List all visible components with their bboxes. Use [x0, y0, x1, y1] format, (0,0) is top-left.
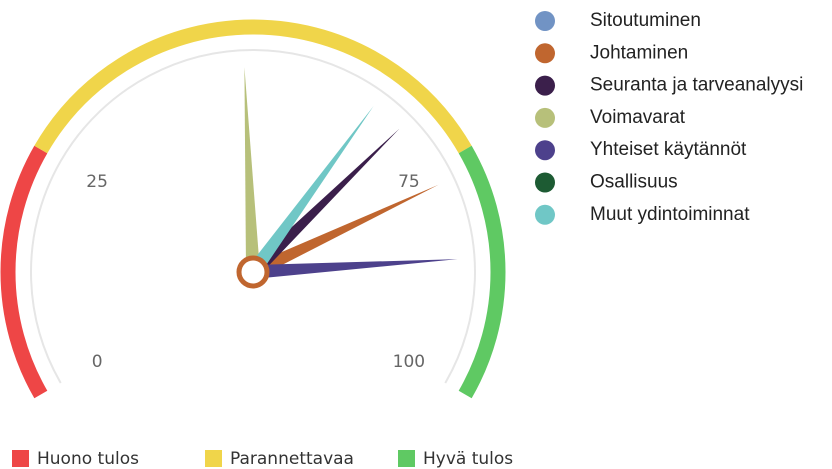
plot-band	[458, 145, 506, 399]
pivot	[236, 255, 270, 289]
legend-label: Seuranta ja tarveanalyysi	[590, 75, 803, 96]
legend-marker	[535, 11, 555, 31]
gauge-arc	[30, 49, 476, 384]
needle	[252, 259, 458, 279]
legend-label: Sitoutuminen	[590, 10, 701, 31]
legend-marker	[535, 43, 555, 64]
tick-label: 100	[393, 352, 425, 372]
legend-label: Yhteiset käytännöt	[590, 139, 747, 160]
legend-marker	[535, 204, 555, 225]
needle	[247, 106, 374, 277]
legend-marker	[535, 107, 555, 128]
band-legend-swatch	[12, 450, 29, 467]
band-legend-label: Hyvä tulos	[423, 449, 513, 469]
legend-marker	[535, 172, 555, 193]
needle	[250, 184, 439, 279]
legend-label: Johtaminen	[590, 42, 688, 63]
tick-label: 0	[92, 352, 103, 372]
band-legend-label: Parannettavaa	[230, 449, 354, 469]
band-legend-swatch	[205, 450, 222, 467]
tick-label: 25	[86, 172, 108, 192]
legend-label: Voimavarat	[590, 107, 686, 128]
legend-label: Muut ydintoiminnat	[590, 204, 750, 225]
plot-band	[0, 145, 48, 399]
legend-label: Osallisuus	[590, 172, 678, 193]
needle	[248, 128, 400, 278]
legend-marker	[535, 75, 555, 96]
band-legend-label: Huono tulos	[37, 449, 139, 469]
legend-marker	[535, 140, 555, 161]
band-legend-swatch	[398, 450, 415, 467]
plot-band	[34, 19, 472, 154]
tick-label: 75	[398, 172, 420, 192]
needle	[244, 67, 260, 273]
